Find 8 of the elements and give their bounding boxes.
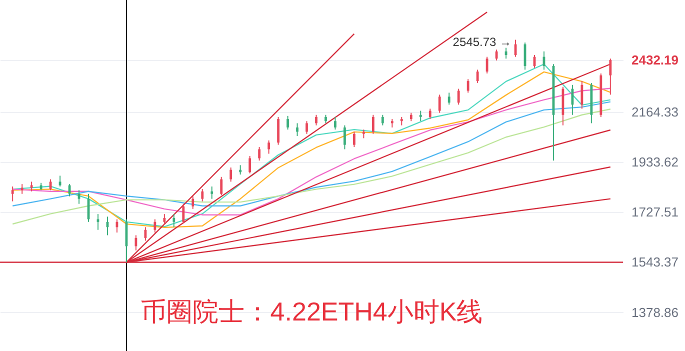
y-tick-label: 2432.19 [632, 52, 678, 68]
y-tick-label: 2164.33 [632, 104, 678, 120]
text: 币圈院士：4.22ETH4小时K线 [140, 296, 483, 326]
y-tick-label: 1727.51 [632, 204, 678, 220]
annotation: 2545.73 → [452, 34, 512, 49]
y-tick-label: 1378.86 [632, 304, 678, 320]
y-tick-label: 1933.62 [632, 154, 678, 170]
y-tick-label: 1543.37 [632, 254, 678, 270]
